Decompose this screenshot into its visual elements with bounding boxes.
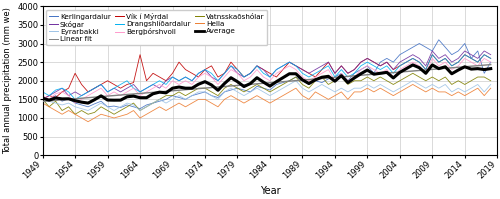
Legend: Kerlingardalur, Skógar, Eyrarbakki, Linear fit, Vík í Mýrdal, Drangshlíðardalur,: Kerlingardalur, Skógar, Eyrarbakki, Line…	[46, 10, 268, 45]
X-axis label: Year: Year	[260, 186, 280, 196]
Y-axis label: Total annual precipitation (mm we): Total annual precipitation (mm we)	[3, 7, 12, 154]
